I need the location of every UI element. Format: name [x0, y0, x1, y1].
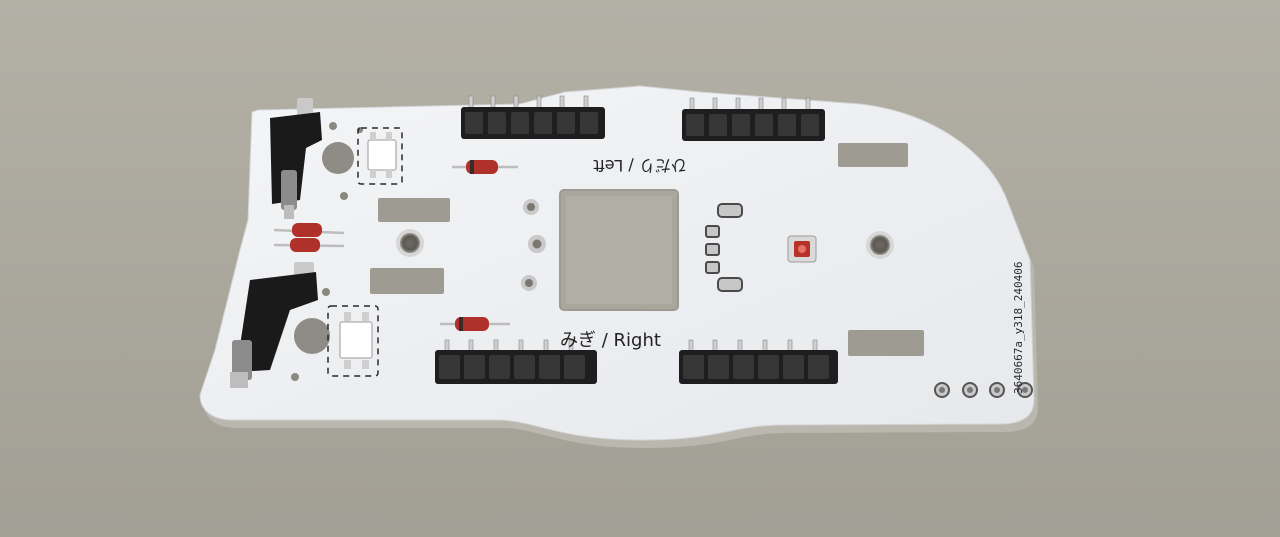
board-id: 3640667a_y318_240406 [1012, 262, 1025, 394]
diode-pair-left [273, 223, 345, 252]
diode-top [452, 160, 518, 174]
label-right: みぎ / Right [560, 330, 661, 351]
label-left: ひだり / Left [593, 156, 687, 175]
led [787, 235, 817, 263]
diode-bottom [440, 317, 510, 331]
pin-header-top-right [682, 97, 825, 141]
smd-pads-right-of-cutout [705, 203, 743, 292]
tactile-switch-bottom [230, 262, 318, 388]
plated-holes-left-of-cutout [521, 199, 546, 291]
pin-header-top-left [461, 95, 605, 139]
pads-bottom-right [934, 382, 1033, 398]
mounting-holes [294, 142, 894, 354]
small-holes [291, 122, 363, 381]
slot-cutouts [370, 143, 924, 356]
pin-header-bottom-left [435, 339, 597, 384]
tactile-switch-top [270, 98, 322, 219]
pin-header-bottom-right [679, 339, 838, 384]
smd-sensor-top [357, 127, 403, 185]
smd-sensor-bottom [327, 305, 379, 377]
